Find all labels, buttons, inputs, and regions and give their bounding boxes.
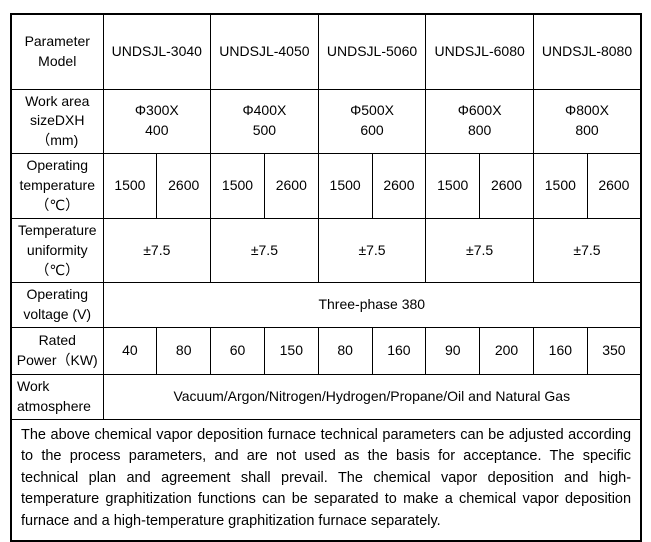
table-row-rated-power: Rated Power（KW) 40 80 60 150 80 160 90 2… — [10, 327, 642, 376]
value-cell: Φ400X 500 — [210, 88, 319, 155]
value-cell: Φ800X 800 — [532, 88, 642, 155]
value-cell: 1500 — [210, 153, 265, 219]
value-cell: 2600 — [156, 153, 212, 219]
value-cell: Φ500X 600 — [317, 88, 427, 155]
value-cell: 40 — [102, 327, 158, 376]
model-header-cell: UNDSJL-5060 — [317, 13, 427, 90]
spec-table: Parameter Model UNDSJL-3040 UNDSJL-4050 … — [10, 13, 643, 542]
value-cell: 2600 — [371, 153, 427, 219]
value-cell: 1500 — [317, 153, 373, 219]
value-cell: 1500 — [425, 153, 481, 219]
value-cell: 200 — [479, 327, 534, 376]
row-label-work-atmosphere: Work atmosphere — [10, 374, 104, 420]
value-cell: Vacuum/Argon/Nitrogen/Hydrogen/Propane/O… — [102, 374, 642, 420]
value-cell: ±7.5 — [210, 217, 319, 284]
value-cell: 80 — [156, 327, 212, 376]
value-cell: 80 — [317, 327, 373, 376]
table-row-work-atmosphere: Work atmosphere Vacuum/Argon/Nitrogen/Hy… — [10, 374, 642, 420]
model-header-cell: UNDSJL-4050 — [210, 13, 319, 90]
value-cell: 2600 — [263, 153, 319, 219]
row-label-operating-voltage: Operating voltage (V) — [10, 282, 104, 329]
table-row-work-area: Work area sizeDXH （mm) Φ300X 400 Φ400X 5… — [10, 88, 642, 155]
value-cell: 90 — [425, 327, 481, 376]
value-cell: 2600 — [586, 153, 642, 219]
value-cell: 160 — [371, 327, 427, 376]
table-row-note: The above chemical vapor deposition furn… — [10, 418, 642, 542]
value-cell: 160 — [532, 327, 588, 376]
row-label-rated-power: Rated Power（KW) — [10, 327, 104, 376]
value-cell: ±7.5 — [102, 217, 212, 284]
model-header-cell: UNDSJL-8080 — [532, 13, 642, 90]
table-row-header: Parameter Model UNDSJL-3040 UNDSJL-4050 … — [10, 13, 642, 90]
param-model-header-cell: Parameter Model — [10, 13, 104, 90]
value-cell: 1500 — [532, 153, 588, 219]
table-row-operating-temperature: Operating temperature （℃） 1500 2600 1500… — [10, 153, 642, 219]
value-cell: ±7.5 — [532, 217, 642, 284]
table-note: The above chemical vapor deposition furn… — [10, 418, 642, 542]
value-cell: Φ300X 400 — [102, 88, 212, 155]
value-cell: ±7.5 — [425, 217, 534, 284]
value-cell: ±7.5 — [317, 217, 427, 284]
value-cell: 150 — [263, 327, 319, 376]
row-label-work-area-size: Work area sizeDXH （mm) — [10, 88, 104, 155]
model-header-cell: UNDSJL-3040 — [102, 13, 212, 90]
model-header-cell: UNDSJL-6080 — [425, 13, 534, 90]
value-cell: Three-phase 380 — [102, 282, 642, 329]
table-row-temperature-uniformity: Temperature uniformity （℃） ±7.5 ±7.5 ±7.… — [10, 217, 642, 284]
value-cell: Φ600X 800 — [425, 88, 534, 155]
row-label-temperature-uniformity: Temperature uniformity （℃） — [10, 217, 104, 284]
value-cell: 1500 — [102, 153, 158, 219]
table-row-operating-voltage: Operating voltage (V) Three-phase 380 — [10, 282, 642, 329]
row-label-operating-temperature: Operating temperature （℃） — [10, 153, 104, 219]
value-cell: 60 — [210, 327, 265, 376]
value-cell: 2600 — [479, 153, 534, 219]
value-cell: 350 — [586, 327, 642, 376]
